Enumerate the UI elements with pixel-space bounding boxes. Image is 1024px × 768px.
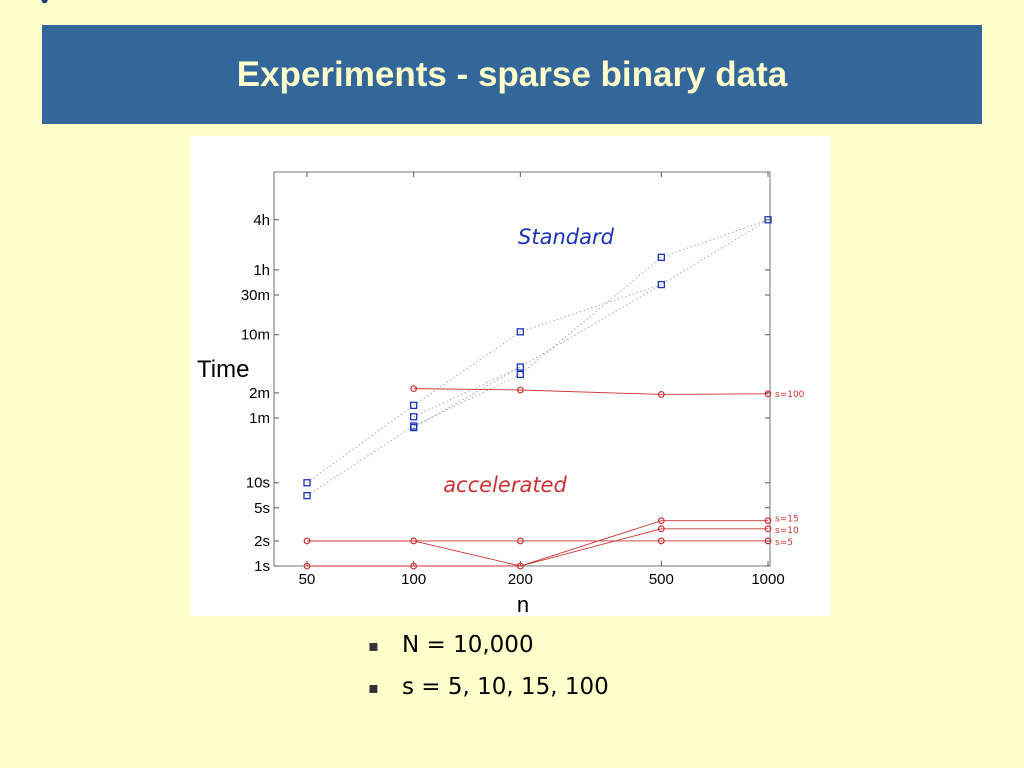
y-tick-label: 2m bbox=[249, 385, 270, 402]
y-tick-label: 2s bbox=[254, 533, 270, 550]
bullet-item: ▪ N = 10,000 bbox=[368, 624, 609, 666]
series-end-label: s=5 bbox=[775, 538, 793, 548]
standard-point bbox=[764, 216, 772, 224]
accelerated-point bbox=[764, 525, 772, 533]
slide-decoration-dot: • bbox=[40, 0, 50, 15]
chart-panel: 50 100 200 500 1000 1s 2s 5s 10s 1m 2m 10m 30m 1h 4h n T… bbox=[190, 136, 831, 616]
series-end-label: s=100 bbox=[775, 390, 805, 400]
standard-point bbox=[410, 413, 418, 421]
standard-series-line bbox=[413, 284, 662, 418]
y-tick-label: 1s bbox=[254, 558, 270, 575]
standard-point bbox=[657, 253, 665, 261]
y-tick-label: 5s bbox=[254, 500, 270, 517]
accelerated-point bbox=[657, 517, 665, 525]
y-tick-label: 1m bbox=[249, 410, 270, 427]
bullet-item: ▪ s = 5, 10, 15, 100 bbox=[368, 666, 609, 708]
y-tick-label: 10m bbox=[241, 327, 270, 344]
bullet-text: N = 10,000 bbox=[402, 632, 534, 658]
bullet-list: ▪ N = 10,000 ▪ s = 5, 10, 15, 100 bbox=[368, 624, 609, 708]
series-end-label: s=15 bbox=[775, 515, 799, 525]
series-end-label: s=10 bbox=[775, 526, 799, 536]
title-bar: Experiments - sparse binary data bbox=[42, 25, 982, 124]
x-tick-label: 1000 bbox=[751, 571, 784, 588]
bullet-icon: ▪ bbox=[368, 677, 379, 697]
standard-series-line bbox=[306, 219, 769, 484]
x-axis-label: n bbox=[517, 592, 529, 616]
standard-point bbox=[657, 280, 665, 289]
y-axis-label: Time bbox=[197, 356, 249, 383]
accelerated-series-line bbox=[307, 520, 768, 567]
x-tick-label: 500 bbox=[649, 571, 674, 588]
accelerated-point bbox=[516, 386, 524, 394]
accelerated-series-line bbox=[413, 388, 769, 395]
annotation-standard: Standard bbox=[518, 225, 615, 249]
accelerated-point bbox=[303, 537, 311, 545]
x-tick-label: 200 bbox=[508, 571, 533, 588]
accelerated-point bbox=[657, 537, 665, 545]
y-tick-label: 10s bbox=[246, 475, 270, 492]
accelerated-point bbox=[657, 391, 665, 398]
bullet-icon: ▪ bbox=[368, 635, 379, 655]
standard-point bbox=[410, 423, 418, 432]
x-tick-label: 50 bbox=[299, 571, 316, 588]
slide-title: Experiments - sparse binary data bbox=[236, 54, 788, 94]
standard-point bbox=[516, 363, 524, 371]
y-tick-label: 1h bbox=[253, 262, 270, 279]
accelerated-point bbox=[764, 517, 772, 525]
accelerated-point bbox=[657, 525, 665, 533]
standard-series-line bbox=[306, 219, 769, 497]
annotation-accelerated: accelerated bbox=[443, 473, 567, 497]
standard-point bbox=[410, 401, 418, 410]
standard-point bbox=[516, 328, 524, 336]
time-vs-n-chart: 50 100 200 500 1000 1s 2s 5s 10s 1m 2m 10m 30m 1h 4h n T… bbox=[197, 171, 805, 616]
standard-point bbox=[303, 479, 311, 487]
accelerated-point bbox=[410, 385, 418, 393]
x-tick-label: 100 bbox=[401, 571, 426, 588]
bullet-text: s = 5, 10, 15, 100 bbox=[402, 674, 609, 700]
accelerated-point bbox=[410, 562, 418, 570]
standard-point bbox=[303, 491, 311, 500]
accelerated-point bbox=[516, 562, 524, 570]
standard-point bbox=[516, 370, 524, 379]
standard-series-line bbox=[413, 366, 521, 429]
y-tick-label: 4h bbox=[253, 212, 270, 229]
y-tick-label: 30m bbox=[241, 287, 270, 304]
accelerated-point bbox=[764, 537, 772, 545]
accelerated-point bbox=[410, 537, 418, 545]
accelerated-point bbox=[764, 390, 772, 398]
accelerated-point bbox=[303, 562, 311, 570]
accelerated-point bbox=[516, 537, 524, 545]
